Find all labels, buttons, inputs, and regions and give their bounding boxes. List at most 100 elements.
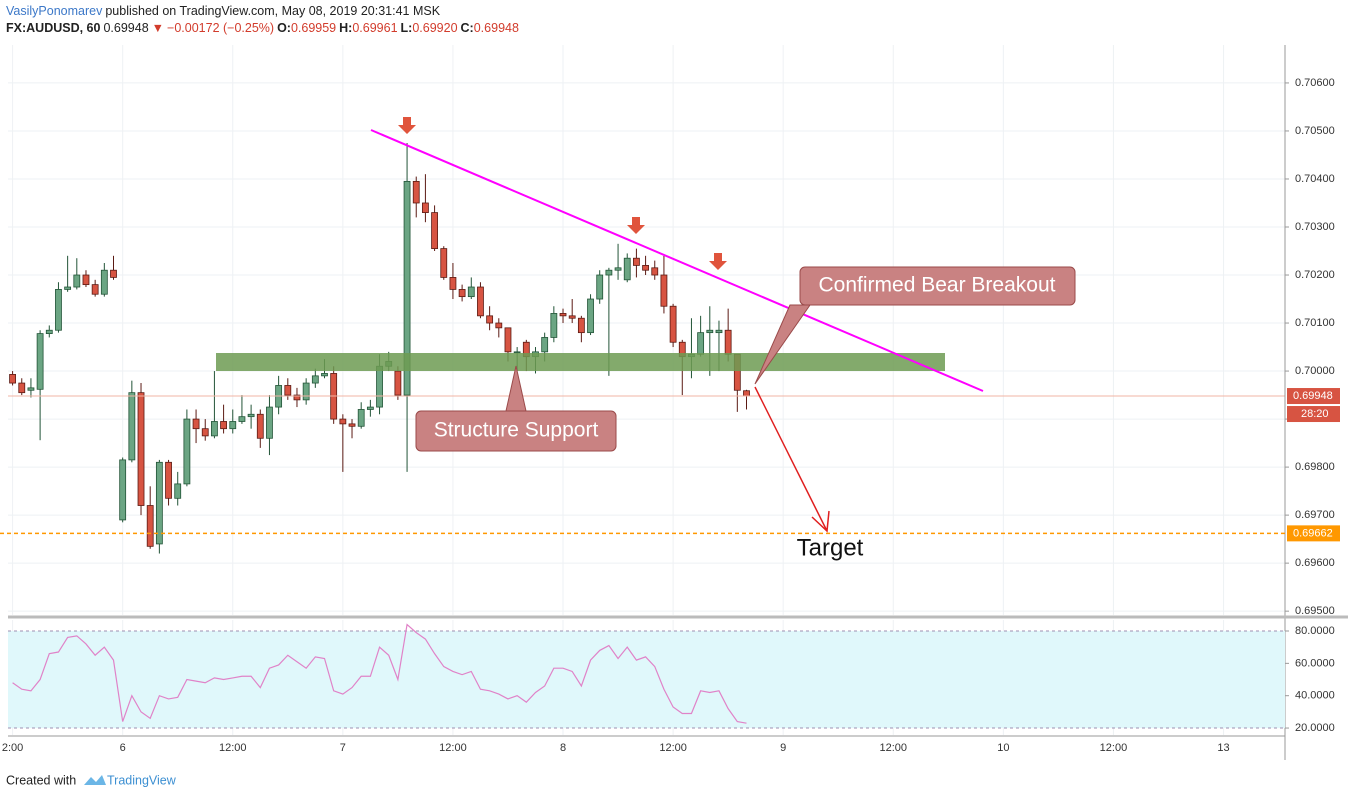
y-tick-label: 60.0000 — [1295, 657, 1335, 669]
candle-body — [605, 269, 613, 276]
candle-body — [137, 392, 145, 506]
x-tick-label: 12:00 — [219, 742, 247, 754]
candle-body — [27, 387, 35, 391]
ohlc-value: 0.69961 — [352, 21, 398, 35]
y-tick-label: 0.70500 — [1295, 125, 1335, 137]
author: VasilyPonomarev — [6, 4, 103, 18]
candle-body — [623, 257, 631, 281]
x-tick-label: 12:00 — [439, 742, 467, 754]
x-tick-label: 9 — [780, 742, 786, 754]
down-arrows — [398, 117, 727, 270]
target-text: Target — [797, 534, 864, 561]
candle-body — [348, 423, 356, 427]
candle-body — [73, 274, 81, 288]
target-arrowhead — [811, 510, 830, 533]
ohlc-key: C: — [460, 21, 474, 35]
arrow-marker — [627, 217, 645, 234]
last-price-label: 0.69948 — [1293, 390, 1333, 402]
candle-body — [724, 329, 732, 355]
candle-body — [357, 409, 365, 427]
y-tick-label: 0.69600 — [1295, 557, 1335, 569]
target-box — [1287, 525, 1340, 542]
rsi-band-fill — [8, 630, 1285, 729]
footer-brand: TradingView — [107, 773, 177, 787]
x-tick-label: 8 — [560, 742, 566, 754]
candle-body — [577, 317, 585, 334]
y-tick-label: 0.69800 — [1295, 461, 1335, 473]
candle-body — [467, 286, 475, 298]
candle-body — [247, 413, 255, 418]
arrow-marker — [709, 253, 727, 270]
candle-body — [422, 202, 429, 213]
candle-body — [431, 212, 438, 250]
last-price-box — [1287, 388, 1340, 405]
candle-body — [660, 274, 668, 307]
candle-body — [715, 329, 723, 334]
ohlc-value: 0.69948 — [473, 21, 519, 35]
candle-body — [311, 375, 319, 384]
x-tick-label: 12:00 — [1100, 742, 1128, 754]
candle-body — [82, 274, 90, 286]
x-tick-label: 10 — [997, 742, 1009, 754]
ohlc-key: O: — [277, 21, 291, 35]
candle-body — [321, 373, 328, 377]
change: −0.00172 (−0.25%) — [167, 21, 275, 35]
x-tick-label: 12:00 — [659, 742, 687, 754]
callout-text: Structure Support — [434, 419, 599, 442]
annotations: Confirmed Bear Breakout Structure Suppor… — [216, 117, 1076, 561]
candle-body — [293, 394, 301, 401]
candle-body — [220, 421, 227, 430]
countdown-label: 28:20 — [1301, 408, 1329, 420]
candle-body — [403, 180, 411, 396]
candle-body — [633, 257, 640, 266]
candle-body — [477, 286, 484, 317]
brand-logo — [84, 775, 106, 785]
ohlc-key: L: — [400, 21, 413, 35]
candle-body — [119, 459, 127, 521]
candle-body — [211, 421, 218, 437]
published: published on TradingView.com, May 08, 20… — [105, 4, 441, 18]
y-tick-label: 0.69700 — [1295, 509, 1335, 521]
candle-body — [706, 329, 714, 334]
candle-body — [192, 418, 200, 430]
x-tick-label: 6 — [120, 742, 126, 754]
candle-body — [366, 406, 374, 410]
symbol: FX:AUDUSD, 60 — [6, 21, 101, 35]
candle-body — [559, 313, 567, 317]
candle-body — [376, 365, 383, 408]
candle-body — [669, 305, 677, 343]
callout-pointer — [754, 304, 811, 385]
arrow-marker — [398, 117, 416, 134]
candle-body — [174, 483, 182, 499]
y-tick-label: 0.70000 — [1295, 365, 1335, 377]
main-pane — [8, 142, 1285, 554]
support-zone — [216, 353, 945, 371]
candle-body — [743, 390, 750, 397]
y-tick-label: 0.70400 — [1295, 173, 1335, 185]
candle-body — [412, 180, 420, 204]
countdown-box — [1287, 406, 1340, 423]
callout-box — [415, 410, 617, 452]
candle-body — [449, 277, 457, 290]
candle-body — [36, 333, 44, 390]
candle-body — [100, 269, 108, 295]
candle-body — [513, 351, 521, 354]
callout-pointer — [505, 365, 527, 412]
candle-body — [302, 382, 310, 401]
x-tick-label: 12:00 — [880, 742, 908, 754]
candle-body — [229, 421, 237, 430]
ohlc-key: H: — [339, 21, 353, 35]
symbol-line: FX:AUDUSD, 60 0.69948 ▼ −0.00172 (−0.25%) O:… — [6, 21, 522, 35]
candle-body — [256, 413, 264, 439]
candle-body — [697, 332, 705, 355]
candle-body — [238, 416, 246, 422]
x-tick-label: 13 — [1217, 742, 1229, 754]
target-label: 0.69662 — [1293, 527, 1333, 539]
candle-body — [201, 428, 209, 437]
candle-body — [642, 265, 649, 271]
candle-body — [541, 337, 549, 353]
candle-body — [155, 461, 163, 545]
candle-body — [91, 284, 99, 295]
target-arrow — [754, 386, 828, 532]
